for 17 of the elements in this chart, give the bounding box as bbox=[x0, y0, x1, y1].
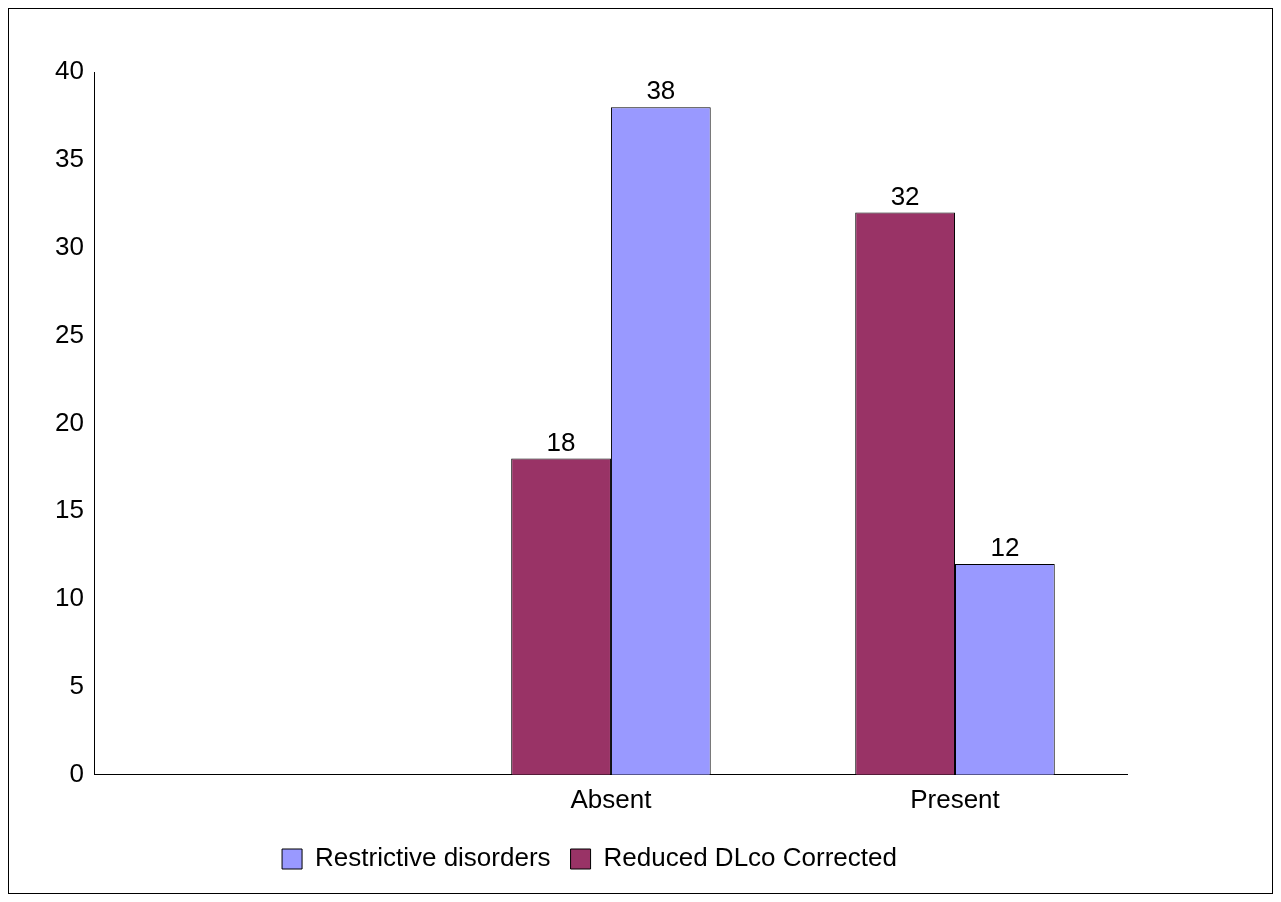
data-label: 12 bbox=[990, 532, 1020, 563]
y-tick-label: 5 bbox=[69, 670, 84, 701]
data-label: 18 bbox=[546, 426, 576, 457]
y-tick-label: 20 bbox=[55, 406, 84, 437]
y-tick-label: 0 bbox=[69, 757, 84, 788]
data-label: 38 bbox=[646, 75, 676, 106]
x-tick-label: Absent bbox=[570, 783, 653, 814]
legend-label: Reduced DLco Corrected bbox=[603, 842, 897, 873]
data-label: 32 bbox=[890, 180, 920, 211]
y-tick-label: 40 bbox=[55, 55, 84, 86]
legend-label: Restrictive disorders bbox=[315, 842, 551, 873]
y-tick-label: 30 bbox=[55, 230, 84, 261]
y-tick-label: 35 bbox=[55, 143, 84, 174]
y-tick-label: 25 bbox=[55, 318, 84, 349]
y-tick-label: 10 bbox=[55, 582, 84, 613]
x-tick-label: Present bbox=[910, 783, 1001, 814]
y-tick-label: 15 bbox=[55, 494, 84, 525]
